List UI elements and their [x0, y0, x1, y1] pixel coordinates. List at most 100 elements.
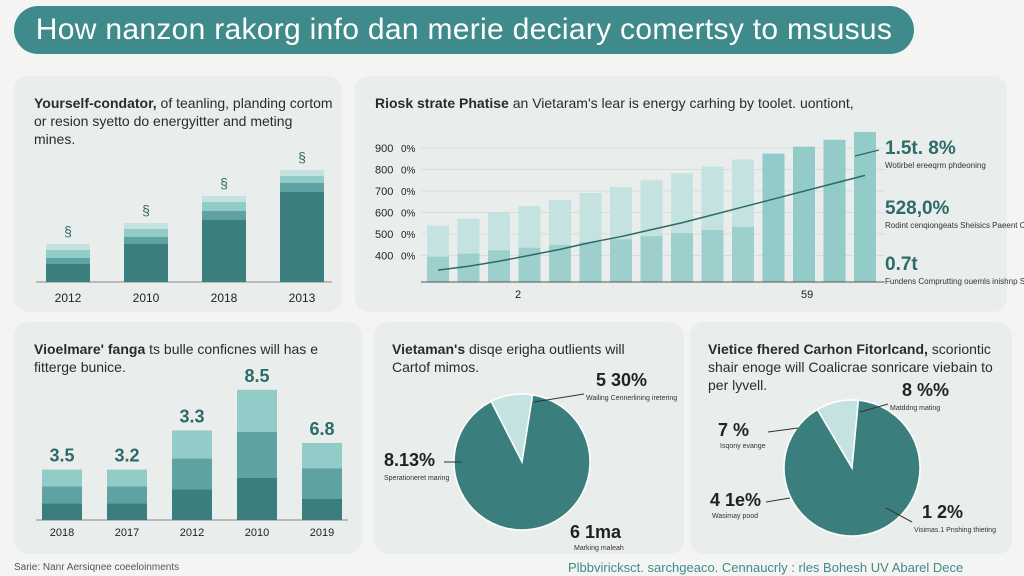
chart2-bar-lower-8: [640, 236, 663, 282]
chart4-slice-2: [453, 393, 591, 531]
chart5-label-4: 1 2%: [922, 502, 963, 522]
chart3-bar-base-2018: [42, 503, 82, 520]
chart2-xtick-end: 59: [801, 289, 813, 301]
chart2-bar-lower-6: [579, 242, 602, 282]
chart2-bar-lower-13: [793, 221, 815, 282]
chart1-bar-base-2013: [280, 192, 324, 282]
chart2-annotation-note: Wotirbel ereeqrm phdeoning: [885, 161, 986, 170]
chart2-bar-lower-14: [823, 218, 846, 282]
chart1-xtick-2018: 2018: [211, 291, 238, 305]
chart2-bar-lower-4: [518, 247, 541, 282]
chart3-bar-top-2017: [107, 469, 147, 487]
chart1-bar-cap-2018: [202, 196, 246, 202]
card-bar-chart-2: Riosk strate Phatise an Vietaram's lear …: [355, 76, 1024, 312]
chart2-annotation-note: Rodint cenqiongeats Sheisics Paeent Coib…: [885, 221, 1024, 230]
chart2-bar-lower-5: [549, 245, 571, 282]
chart2-bar-lower-1: [427, 256, 449, 282]
chart5-note-2: Isqony evange: [720, 443, 766, 450]
chart1-bar-top-2018: [202, 202, 246, 211]
chart2-caption: Riosk strate Phatise an Vietaram's lear …: [375, 94, 995, 112]
chart5-svg: 8 %% Matddng mating 7 % Isqony evange 4 1e% W…: [710, 380, 996, 537]
card-pie-chart-2: Vietice fhered Carhon Fitorlcand, scorio…: [690, 322, 1012, 554]
chart3-bar-mid-2012: [172, 458, 212, 490]
chart2-ytick: 900: [375, 143, 393, 155]
chart3-caption-bold: Vioelmare' fanga: [34, 341, 146, 357]
chart1-bar-marker-icon: §: [298, 149, 306, 165]
chart2-ytick-pct: 0%: [401, 230, 416, 241]
chart5-caption-bold: Vietice fhered Carhon Fitorlcand,: [708, 341, 928, 357]
chart3-data-label-2010: 8.5: [244, 366, 269, 386]
chart2-annotation-value: 528,0%: [885, 198, 950, 219]
chart1-caption-bold: Yourself-condator,: [34, 95, 157, 111]
chart3-xtick-2012: 2012: [180, 527, 204, 539]
chart2-annotation-note: Fundens Comprutting ouemls inishnp S64: [885, 277, 1024, 286]
source-note: Sarie: Nanr Aersiqnee coeeloinments: [14, 562, 180, 573]
chart1-bar-top-2013: [280, 176, 324, 183]
chart2-bar-lower-12: [762, 224, 785, 282]
chart3-bar-mid-2010: [237, 431, 277, 478]
chart5-note-4: Visimas.1 Pnshing thieting: [914, 527, 996, 534]
chart2-bar-lower-10: [701, 230, 724, 282]
chart2-svg: 900 0% 800 0% 700 0% 600 0% 500 0% 400 0% 2 59 1.5t. 8…: [375, 131, 1024, 301]
chart2-ytick: 400: [375, 251, 393, 263]
chart4-svg: 5 30% Wailing Cennerlining iretering 8.13%…: [384, 370, 677, 552]
chart4-note-2: Sperationeret maring: [384, 475, 449, 482]
chart2-bar-lower-15: [854, 214, 876, 282]
card-bar-chart-1: Yourself-condator, of teanling, planding…: [14, 76, 342, 312]
chart2-bar-lower-2: [457, 253, 480, 282]
chart2-trend-line: [437, 174, 866, 271]
chart5-label-2: 7 %: [718, 420, 749, 440]
chart3-xtick-2019: 2019: [310, 527, 334, 539]
card-pie-chart-1: Vietaman's disqe erigha outlients will C…: [374, 322, 684, 554]
chart3-bar-top-2012: [172, 430, 212, 459]
chart1-bar-marker-icon: §: [220, 175, 228, 191]
chart2-annotation-value: 1.5t. 8%: [885, 138, 956, 159]
chart3-data-label-2018: 3.5: [49, 446, 74, 466]
chart5-caption-text: scoriontic shair enoge will Coalicrae so…: [708, 341, 993, 393]
chart4-caption-text: disqe erigha outlients will Cartof mimos…: [392, 341, 625, 375]
chart2-ytick: 700: [375, 186, 393, 198]
chart4-label-3: 6 1ma: [570, 522, 622, 542]
chart2-bar-lower-3: [488, 250, 510, 282]
chart1-bar-mid-2010: [124, 237, 168, 244]
chart2-annotation-value: 0.7t: [885, 254, 918, 275]
chart3-data-label-2012: 3.3: [179, 406, 204, 426]
chart3-bar-mid-2019: [302, 468, 342, 499]
chart5-note-3: Wasimay pood: [712, 513, 758, 520]
chart1-bar-mid-2018: [202, 211, 246, 220]
chart1-caption: Yourself-condator, of teanling, planding…: [34, 94, 334, 148]
chart3-bar-base-2019: [302, 499, 342, 520]
chart2-bar-lower-7: [610, 239, 632, 282]
chart5-pointer-4: [885, 507, 913, 523]
chart3-bar-base-2012: [172, 489, 212, 520]
chart3-xtick-2018: 2018: [50, 527, 74, 539]
chart2-ytick: 500: [375, 229, 393, 241]
chart3-bar-top-2018: [42, 469, 82, 487]
chart3-data-label-2017: 3.2: [114, 446, 139, 466]
chart1-bar-top-2012: [46, 250, 90, 258]
chart2-bar-lower-11: [732, 226, 754, 282]
footer-credits: Plbbviricksct. sarchgeaco. Cennaucrly : …: [568, 560, 964, 575]
card-bar-chart-3: Vioelmare' fanga ts bulle conficnes will…: [14, 322, 362, 554]
chart1-bar-base-2018: [202, 220, 246, 282]
chart1-bar-base-2012: [46, 264, 90, 282]
chart1-bar-cap-2013: [280, 170, 324, 176]
chart5-pointer-3: [765, 497, 791, 503]
chart4-label-1: 5 30%: [596, 370, 647, 390]
chart2-ytick: 800: [375, 165, 393, 177]
chart4-caption-bold: Vietaman's: [392, 341, 466, 357]
chart2-bar-lower-9: [671, 233, 693, 282]
chart2-ytick-pct: 0%: [401, 209, 416, 220]
chart3-bar-base-2017: [107, 503, 147, 520]
chart1-svg: § 2012 § 2010 § 2018 § 2013: [36, 149, 332, 305]
chart3-bar-mid-2017: [107, 486, 147, 504]
chart3-bar-mid-2018: [42, 486, 82, 504]
chart1-bar-mid-2012: [46, 258, 90, 264]
chart3-caption-text: ts bulle conficnes will has e fitterge b…: [34, 341, 318, 375]
chart5-slice-2: [783, 399, 921, 537]
title-banner: How nanzon rakorg info dan merie deciary…: [14, 6, 914, 54]
chart3-caption: Vioelmare' fanga ts bulle conficnes will…: [34, 340, 334, 376]
chart2-ytick-pct: 0%: [401, 144, 416, 155]
chart5-note-1: Matddng mating: [890, 405, 940, 412]
chart3-data-label-2019: 6.8: [309, 419, 334, 439]
